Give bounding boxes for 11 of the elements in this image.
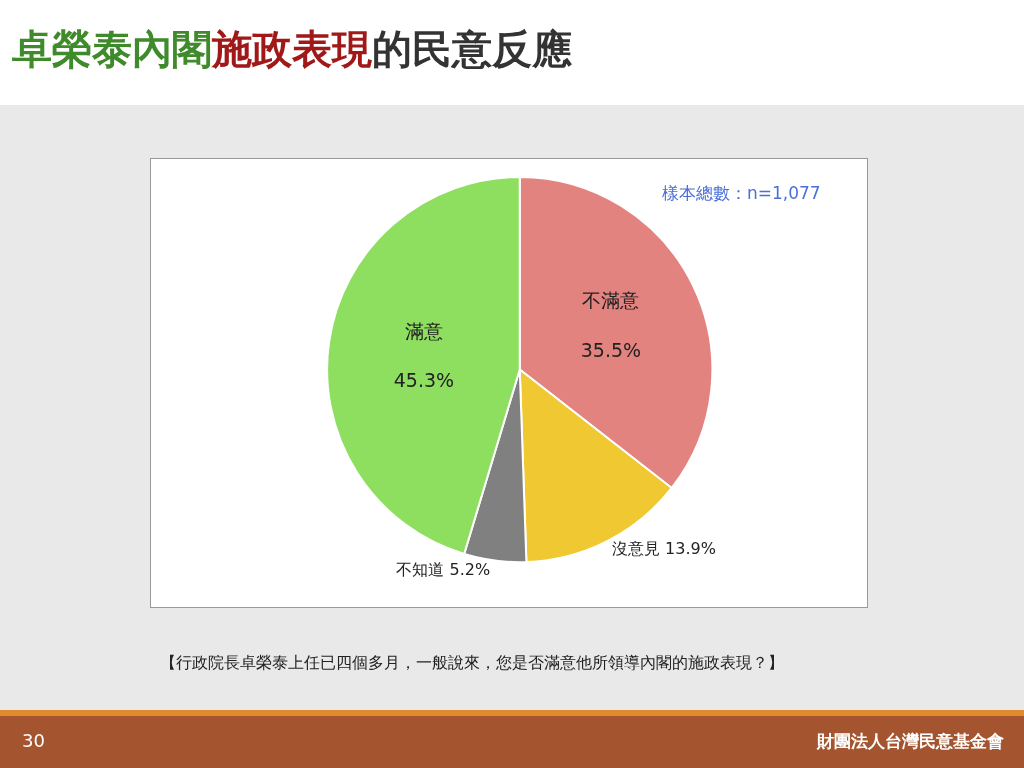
text: 30 — [22, 730, 45, 751]
text: 樣本總數：n=1,077 — [662, 182, 821, 205]
chart-title: 卓榮泰內閣施政表現的民意反應 — [12, 26, 572, 72]
text: 【行政院長卓榮泰上任已四個多月，一般說來，您是否滿意他所領導內閣的施政表現？】 — [160, 652, 785, 674]
data-label: 45.3% — [393, 369, 455, 392]
slice-label: 不滿意 — [582, 289, 640, 312]
slice-label: 不知道 5.2% — [396, 560, 491, 580]
slice-label: 沒意見 13.9% — [612, 539, 716, 559]
text: 財團法人台灣民意基金會 — [817, 730, 1004, 753]
data-label: 35.5% — [580, 338, 642, 361]
slice-label: 滿意 — [404, 319, 443, 342]
